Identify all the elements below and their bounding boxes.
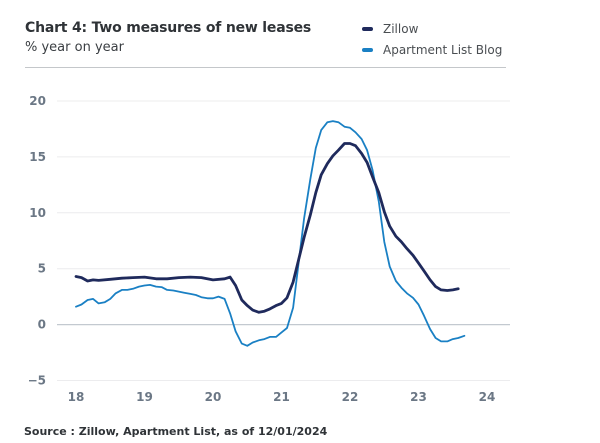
series-line-zillow	[74, 142, 460, 314]
chart-subtitle: % year on year	[25, 40, 124, 55]
x-tick-label: 20	[205, 390, 222, 404]
legend-label-zillow: Zillow	[383, 21, 419, 36]
legend-item-zillow[interactable]: Zillow	[362, 18, 502, 39]
legend-swatch-zillow	[362, 26, 373, 31]
series-line-apartment-list	[75, 120, 466, 347]
y-tick-label: 0	[38, 318, 46, 332]
chart-title: Chart 4: Two measures of new leases	[25, 20, 312, 36]
x-tick-label: 21	[273, 390, 290, 404]
legend-item-apartment-list[interactable]: Apartment List Blog	[362, 39, 502, 60]
x-tick-label: 23	[410, 390, 427, 404]
legend-swatch-apartment-list	[362, 47, 373, 52]
x-tick-label: 18	[68, 390, 85, 404]
x-tick-label: 19	[136, 390, 153, 404]
source-note: Source : Zillow, Apartment List, as of 1…	[24, 425, 328, 438]
legend-label-apartment-list: Apartment List Blog	[383, 42, 503, 57]
header-divider	[25, 67, 506, 68]
y-tick-label: −5	[28, 374, 46, 388]
legend: Zillow Apartment List Blog	[362, 18, 502, 60]
y-tick-label: 15	[29, 150, 46, 164]
x-tick-label: 24	[479, 390, 496, 404]
y-tick-label: 10	[29, 206, 46, 220]
y-tick-label: 5	[38, 262, 46, 276]
y-tick-label: 20	[29, 94, 46, 108]
x-tick-label: 22	[342, 390, 359, 404]
